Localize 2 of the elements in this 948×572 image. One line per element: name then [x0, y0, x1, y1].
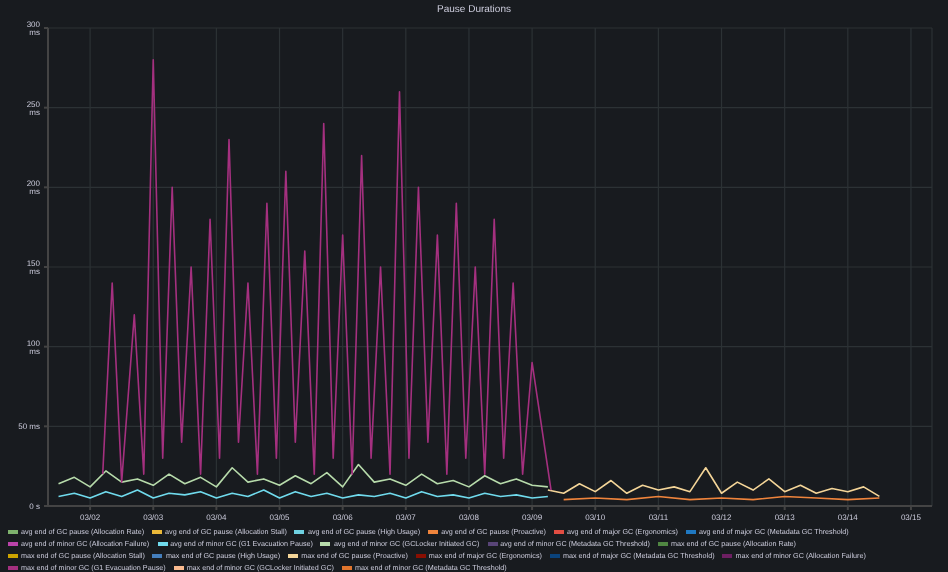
line-series [57, 463, 549, 488]
line-series [547, 466, 881, 498]
